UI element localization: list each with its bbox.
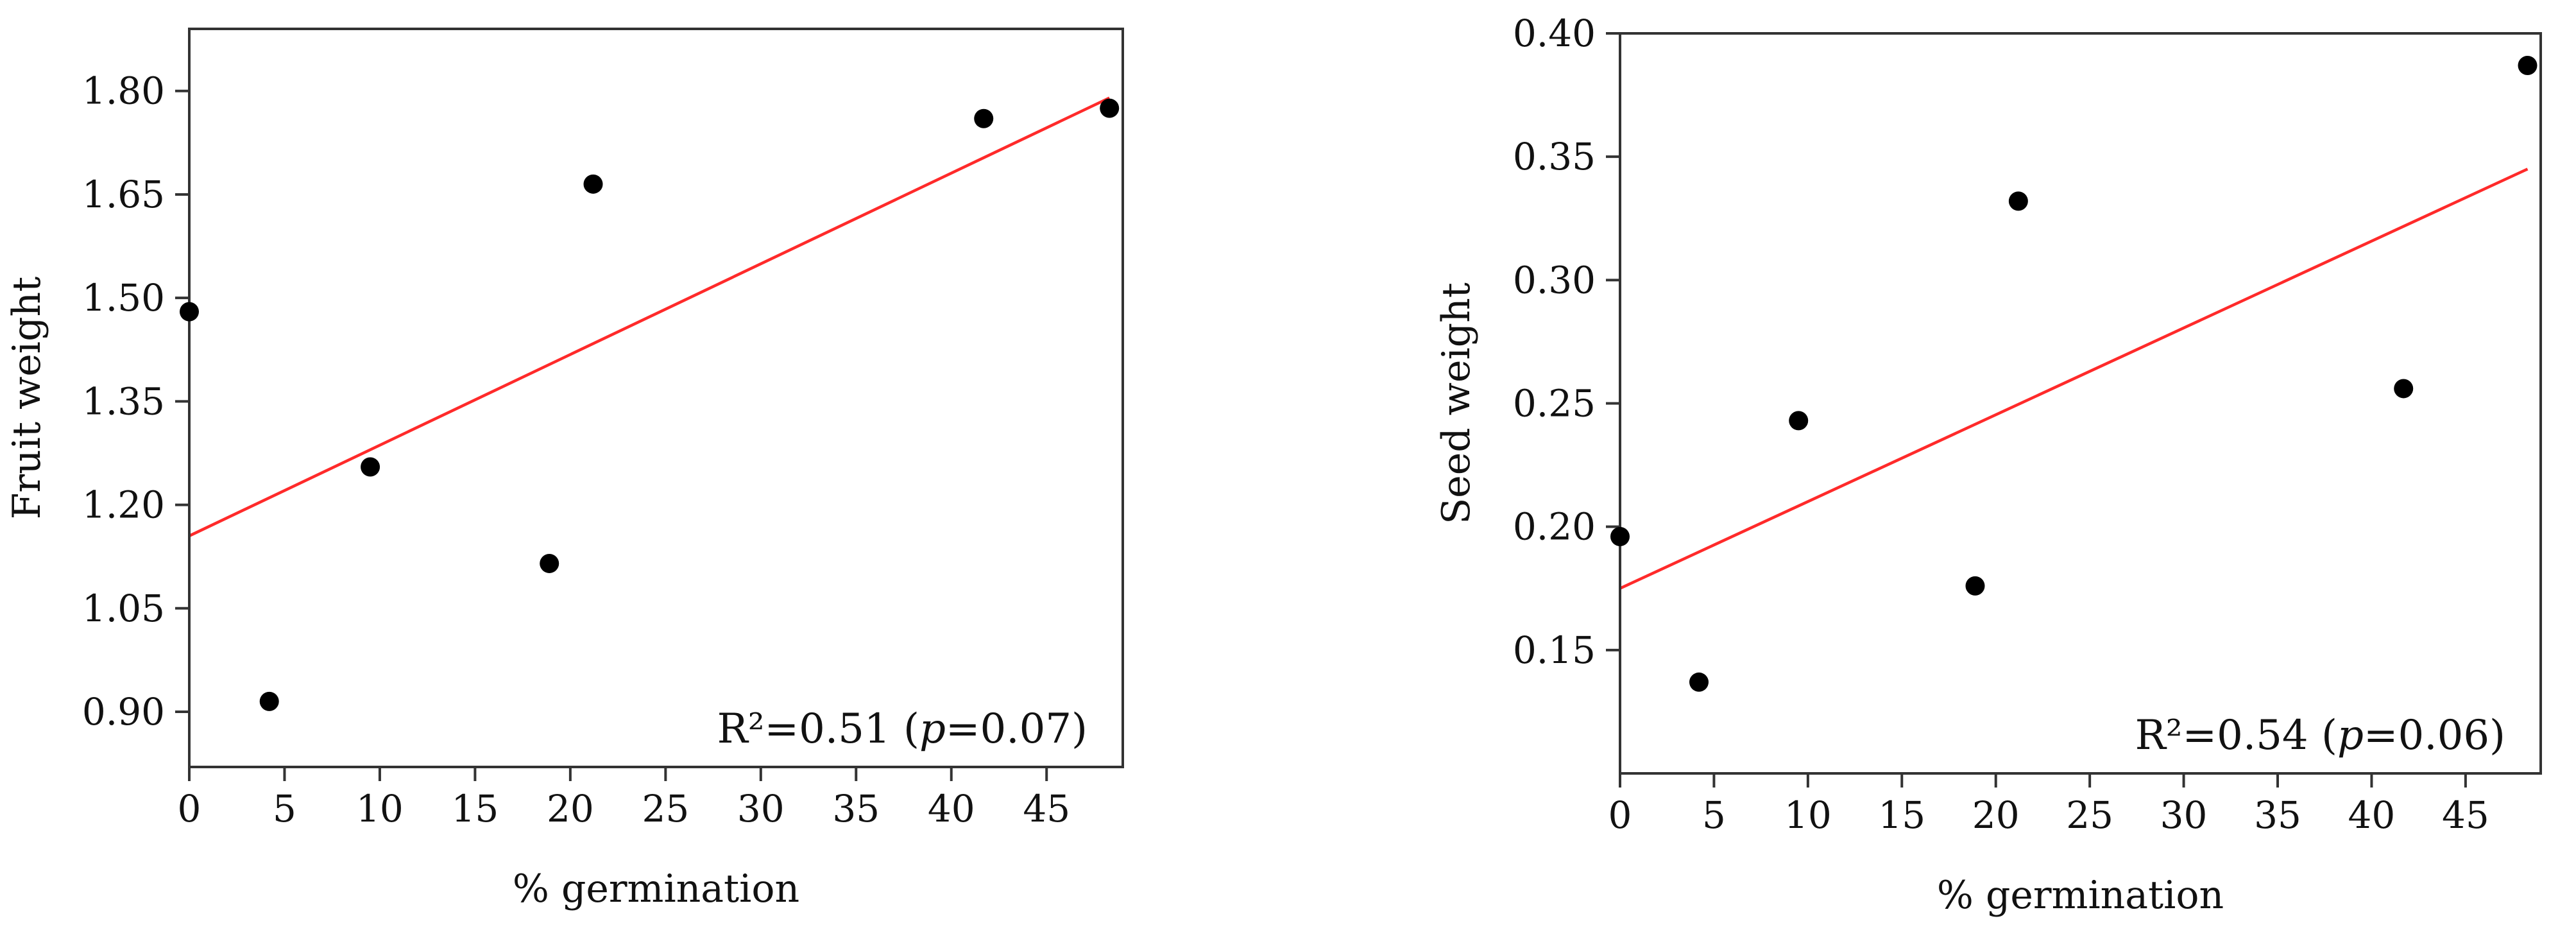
y-tick-label: 1.65: [82, 173, 165, 216]
x-axis-label: % germination: [1937, 873, 2224, 918]
y-axis-label: Fruit weight: [4, 277, 49, 520]
y-tick-label: 0.35: [1513, 135, 1596, 178]
annotation-suffix: =0.06): [2364, 712, 2505, 759]
y-tick-label: 1.20: [82, 483, 165, 527]
data-point: [1965, 576, 1985, 596]
data-point: [583, 174, 603, 194]
y-tick-label: 0.30: [1513, 258, 1596, 302]
x-tick-label: 0: [1608, 793, 1632, 837]
x-tick-label: 35: [2254, 793, 2301, 837]
x-tick-label: 30: [737, 787, 785, 831]
r-squared-annotation: R²=0.54 (p=0.06): [2135, 712, 2505, 759]
x-tick-label: 5: [273, 787, 296, 831]
x-tick-label: 35: [832, 787, 880, 831]
data-point: [180, 302, 199, 322]
x-tick-label: 25: [642, 787, 689, 831]
data-point: [1689, 672, 1709, 692]
x-tick-label: 45: [1023, 787, 1070, 831]
regression-line: [189, 96, 1111, 537]
data-point: [974, 108, 994, 128]
data-point: [1789, 411, 1809, 431]
annotation-p: p: [2337, 712, 2364, 759]
data-point: [1100, 98, 1120, 118]
data-point: [540, 553, 559, 573]
data-point: [1610, 527, 1630, 547]
x-tick-label: 10: [356, 787, 404, 831]
annotation-prefix: R²=0.54 (: [2135, 712, 2337, 759]
y-tick-label: 0.15: [1513, 628, 1596, 672]
x-tick-label: 15: [1878, 793, 1925, 837]
x-tick-label: 40: [928, 787, 975, 831]
x-tick-label: 20: [547, 787, 594, 831]
x-tick-label: 15: [452, 787, 499, 831]
x-tick-label: 0: [178, 787, 201, 831]
x-tick-label: 5: [1702, 793, 1726, 837]
r-squared-annotation: R²=0.51 (p=0.07): [717, 705, 1088, 753]
y-tick-label: 1.35: [82, 379, 165, 423]
x-tick-label: 30: [2160, 793, 2208, 837]
annotation-prefix: R²=0.51 (: [717, 705, 919, 753]
data-point: [2394, 379, 2414, 399]
seed-weight-chart: 0 5 10 15 20 25 30 35 40 45 0.15 0.20 0.25 0.30 0.35 0.…: [1434, 12, 2542, 918]
annotation-suffix: =0.07): [946, 705, 1088, 753]
fruit-weight-chart: 0 5 10 15 20 25 30 35 40 45 0.90 1.05 1.20 1.35 1.50 1.…: [4, 28, 1124, 911]
annotation-p: p: [919, 705, 946, 753]
x-tick-label: 40: [2348, 793, 2396, 837]
plot-frame: [188, 28, 1124, 768]
x-tick-label: 20: [1972, 793, 2020, 837]
x-tick-label: 25: [2066, 793, 2113, 837]
data-point: [2008, 191, 2028, 211]
y-tick-label: 1.05: [82, 587, 165, 630]
y-tick-label: 0.25: [1513, 382, 1596, 426]
y-tick-label: 1.80: [82, 69, 165, 113]
data-point: [361, 457, 380, 477]
x-tick-label: 45: [2442, 793, 2489, 837]
y-tick-label: 1.50: [82, 276, 165, 320]
data-point: [259, 691, 279, 711]
regression-line: [1619, 168, 2529, 590]
y-tick-label: 0.90: [82, 690, 165, 734]
y-tick-label: 0.40: [1513, 12, 1596, 55]
plot-frame: [1619, 32, 2542, 775]
x-axis-label: % germination: [513, 866, 799, 911]
data-point: [2518, 55, 2538, 75]
y-axis-label: Seed weight: [1434, 282, 1479, 524]
x-tick-label: 10: [1784, 793, 1832, 837]
y-tick-label: 0.20: [1513, 505, 1596, 549]
